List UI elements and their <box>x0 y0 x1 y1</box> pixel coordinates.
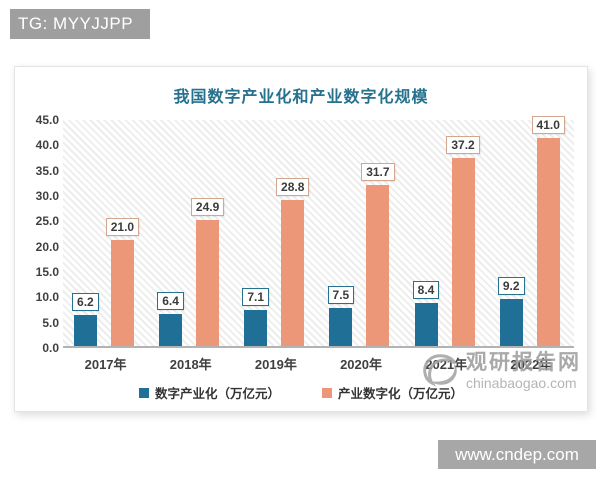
bar-value-label: 6.2 <box>72 293 99 311</box>
y-tick-label: 25.0 <box>35 214 59 229</box>
y-tick-label: 20.0 <box>35 239 59 254</box>
bar <box>244 310 268 346</box>
bar <box>281 200 305 346</box>
bar-group: 7.5 31.7 <box>327 163 395 346</box>
bar <box>451 158 475 346</box>
x-tick-label: 2017年 <box>84 357 127 372</box>
bar-wrap: 21.0 <box>105 218 140 346</box>
footer-url-bar: www.cndep.com <box>438 440 596 469</box>
y-tick-label: 35.0 <box>35 163 59 178</box>
bar <box>329 308 353 346</box>
y-axis: 45.0 40.0 35.0 30.0 25.0 20.0 15.0 10.0 5.0 0.0 <box>17 110 59 358</box>
plot-area: 6.2 21.0 6.4 24.9 7.1 28.8 7.5 31.7 8.4 37.2 9.2 41… <box>63 116 574 348</box>
bar-value-label: 21.0 <box>105 218 140 236</box>
bar-value-label: 28.8 <box>276 178 310 196</box>
bar-value-label: 24.9 <box>190 198 225 216</box>
x-tick-label: 2020年 <box>340 357 382 372</box>
y-tick-label: 40.0 <box>35 138 59 153</box>
bar-value-label: 41.0 <box>531 116 565 134</box>
bar <box>414 303 438 346</box>
bar <box>499 299 523 346</box>
bar <box>73 315 97 346</box>
bar-wrap: 8.4 <box>412 281 440 346</box>
footer-url-text: www.cndep.com <box>455 444 579 464</box>
bar-value-label: 7.1 <box>242 288 270 306</box>
bar-groups: 6.2 21.0 6.4 24.9 7.1 28.8 7.5 31.7 8.4 37.2 9.2 41… <box>63 116 574 346</box>
bar-wrap: 7.5 <box>327 286 355 346</box>
bar-wrap: 9.2 <box>497 277 525 346</box>
x-tick-label: 2019年 <box>254 357 297 372</box>
bar-wrap: 37.2 <box>446 136 480 346</box>
bar-value-label: 9.2 <box>497 277 525 295</box>
bar-group: 8.4 37.2 <box>412 136 480 346</box>
x-tick-label: 2018年 <box>169 357 212 372</box>
tg-badge: TG: MYYJJPP <box>10 9 150 39</box>
y-tick-label: 45.0 <box>35 113 59 127</box>
x-tick-label: 2021年 <box>425 357 468 372</box>
chart-title: 我国数字产业化和产业数字化规模 <box>173 89 429 106</box>
bar <box>196 220 220 346</box>
x-axis: 2017年 2018年 2019年 2020年 2021年 2022年 <box>63 354 574 373</box>
bar-value-label: 6.4 <box>157 292 184 310</box>
bar-wrap: 6.4 <box>157 292 184 346</box>
legend-swatch-icon <box>322 387 332 398</box>
bar-value-label: 7.5 <box>327 286 355 304</box>
bar <box>366 185 390 346</box>
bar-wrap: 31.7 <box>361 163 395 346</box>
legend-label: 产业数字化（万亿元） <box>338 387 464 401</box>
y-tick-label: 15.0 <box>35 264 59 279</box>
legend-item: 产业数字化（万亿元） <box>322 383 463 402</box>
y-tick-label: 10.0 <box>35 290 59 305</box>
bar-value-label: 31.7 <box>361 163 395 181</box>
bar-wrap: 41.0 <box>531 116 565 346</box>
bar-group: 6.4 24.9 <box>157 198 225 346</box>
chart-card: 我国数字产业化和产业数字化规模 45.0 40.0 35.0 30.0 25.0 20.0… <box>14 66 588 412</box>
y-tick-label: 30.0 <box>35 188 59 203</box>
y-tick-label: 5.0 <box>42 315 59 330</box>
bar-value-label: 37.2 <box>446 136 480 154</box>
bar-wrap: 28.8 <box>276 178 310 346</box>
bar-group: 9.2 41.0 <box>497 116 565 346</box>
bar-value-label: 8.4 <box>412 281 440 299</box>
legend-label: 数字产业化（万亿元） <box>154 387 280 401</box>
bar-wrap: 24.9 <box>190 198 225 346</box>
legend-swatch-icon <box>138 387 149 398</box>
bar-wrap: 7.1 <box>242 288 270 346</box>
bar <box>110 240 134 346</box>
legend: 数字产业化（万亿元） 产业数字化（万亿元） <box>15 383 587 402</box>
bar-group: 7.1 28.8 <box>242 178 310 346</box>
bar <box>159 314 183 346</box>
bar-group: 6.2 21.0 <box>72 218 140 346</box>
legend-item: 数字产业化（万亿元） <box>138 383 280 402</box>
bar <box>536 138 560 346</box>
y-tick-label: 0.0 <box>42 340 59 355</box>
tg-badge-text: TG: MYYJJPP <box>18 14 134 33</box>
x-tick-label: 2022年 <box>510 357 553 372</box>
bar-wrap: 6.2 <box>72 293 99 346</box>
